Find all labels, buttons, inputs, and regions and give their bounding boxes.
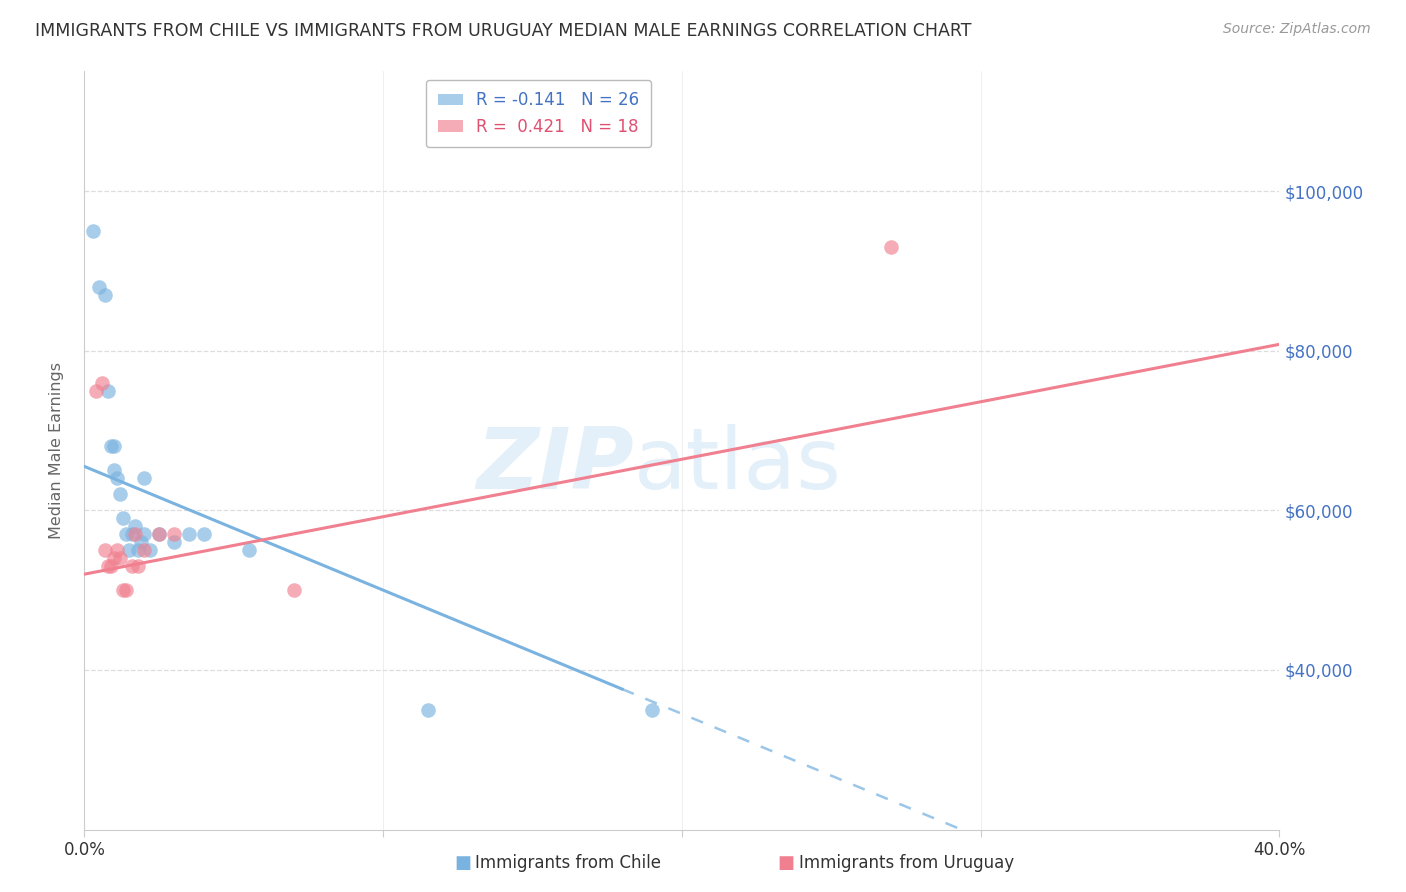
Point	[115, 527, 138, 541]
Point	[103, 551, 125, 566]
Text: Immigrants from Chile: Immigrants from Chile	[475, 855, 661, 872]
Point	[110, 551, 132, 566]
Point	[238, 543, 260, 558]
Point	[121, 559, 143, 574]
Point	[100, 559, 122, 574]
Point	[121, 527, 143, 541]
Point	[103, 463, 125, 477]
Point	[100, 440, 122, 454]
Point	[127, 543, 149, 558]
Point	[91, 376, 114, 390]
Text: ZIP: ZIP	[477, 424, 634, 508]
Point	[115, 583, 138, 598]
Point	[880, 240, 903, 254]
Point	[105, 543, 128, 558]
Point	[110, 487, 132, 501]
Point	[89, 280, 111, 294]
Point	[163, 527, 186, 541]
Point	[148, 527, 170, 541]
Point	[283, 583, 305, 598]
Point	[641, 703, 664, 717]
Point	[132, 543, 156, 558]
Point	[103, 440, 125, 454]
Point	[86, 384, 108, 398]
Point	[132, 471, 156, 485]
Legend: R = -0.141   N = 26, R =  0.421   N = 18: R = -0.141 N = 26, R = 0.421 N = 18	[426, 79, 651, 147]
Point	[127, 559, 149, 574]
Point	[132, 527, 156, 541]
Text: Immigrants from Uruguay: Immigrants from Uruguay	[799, 855, 1014, 872]
Text: Source: ZipAtlas.com: Source: ZipAtlas.com	[1223, 22, 1371, 37]
Point	[118, 543, 141, 558]
Point	[193, 527, 215, 541]
Point	[94, 543, 117, 558]
Point	[148, 527, 170, 541]
Point	[124, 519, 146, 533]
Point	[97, 559, 120, 574]
Point	[112, 511, 135, 525]
Point	[163, 535, 186, 549]
Text: IMMIGRANTS FROM CHILE VS IMMIGRANTS FROM URUGUAY MEDIAN MALE EARNINGS CORRELATIO: IMMIGRANTS FROM CHILE VS IMMIGRANTS FROM…	[35, 22, 972, 40]
Text: ■: ■	[454, 855, 471, 872]
Point	[112, 583, 135, 598]
Point	[129, 535, 152, 549]
Y-axis label: Median Male Earnings: Median Male Earnings	[49, 362, 63, 539]
Point	[124, 527, 146, 541]
Point	[105, 471, 128, 485]
Text: atlas: atlas	[634, 424, 842, 508]
Point	[416, 703, 439, 717]
Point	[177, 527, 200, 541]
Point	[82, 224, 104, 238]
Point	[94, 288, 117, 302]
Text: ■: ■	[778, 855, 794, 872]
Point	[139, 543, 162, 558]
Point	[97, 384, 120, 398]
